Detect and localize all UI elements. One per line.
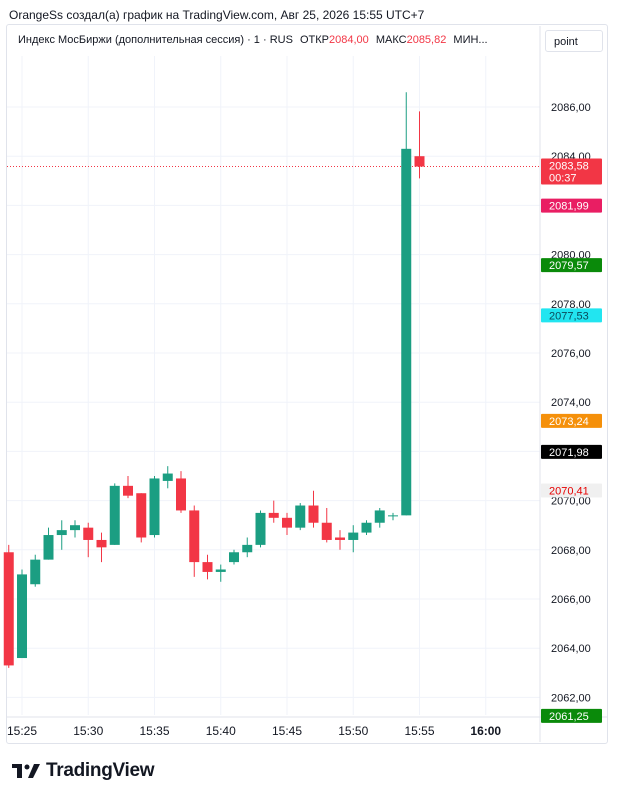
y-tick-label: 2076,00 <box>551 348 591 360</box>
price-label-text: 2070,41 <box>549 486 589 498</box>
price-label-countdown: 00:37 <box>549 173 577 185</box>
candle-body[interactable] <box>189 510 200 563</box>
y-tick-label: 2070,00 <box>551 496 591 508</box>
candle-body[interactable] <box>321 522 332 540</box>
candle-body[interactable] <box>96 539 107 548</box>
candle-body[interactable] <box>414 156 425 167</box>
y-tick-label: 2086,00 <box>551 102 591 114</box>
price-label-text: 2081,99 <box>549 201 589 213</box>
price-label-text: 2083,58 <box>549 161 589 173</box>
candle-body[interactable] <box>401 148 412 516</box>
tradingview-logo-icon <box>12 764 40 778</box>
y-tick-label: 2062,00 <box>551 692 591 704</box>
high-label: МАКС <box>375 34 407 46</box>
low-label: МИН... <box>453 34 488 46</box>
price-label-tag[interactable] <box>541 413 602 428</box>
x-tick-label: 15:50 <box>338 724 368 738</box>
candle-body[interactable] <box>255 512 266 545</box>
candle-body[interactable] <box>123 485 133 496</box>
logo-text: TradingView <box>46 760 155 781</box>
candle-body[interactable] <box>149 478 160 536</box>
price-label-tag[interactable] <box>541 444 602 459</box>
candle-body[interactable] <box>83 527 94 540</box>
price-label-text: 2073,24 <box>549 416 589 428</box>
x-tick-label: 15:45 <box>272 724 302 738</box>
y-tick-label: 2068,00 <box>551 545 591 557</box>
candle-body[interactable] <box>268 512 279 518</box>
x-tick-label: 15:35 <box>139 724 169 738</box>
candle-body[interactable] <box>56 530 67 536</box>
point-button[interactable]: point <box>545 30 603 52</box>
candle-body[interactable] <box>215 569 226 572</box>
candle-body[interactable] <box>388 515 398 517</box>
candle-body[interactable] <box>308 505 319 523</box>
candle-body[interactable] <box>176 478 186 511</box>
legend-header: Индекс МосБиржи (дополнительная сессия) … <box>18 34 488 46</box>
candle-body[interactable] <box>282 517 292 528</box>
high-value: 2085,82 <box>406 34 447 46</box>
open-value: 2084,00 <box>329 34 369 46</box>
x-tick-label: 15:40 <box>206 724 236 738</box>
candle-body[interactable] <box>70 525 80 531</box>
price-label-tag[interactable] <box>541 258 602 273</box>
candle-body[interactable] <box>17 574 27 659</box>
chart-caption: OrangeSs создал(а) график на TradingView… <box>9 8 425 22</box>
x-tick-label: 15:25 <box>7 724 37 738</box>
candle-body[interactable] <box>30 559 41 585</box>
candle-body[interactable] <box>136 493 147 538</box>
tradingview-logo[interactable]: TradingView <box>12 760 155 782</box>
candle-body[interactable] <box>242 544 253 553</box>
y-tick-label: 2064,00 <box>551 643 591 655</box>
price-label-tag[interactable] <box>541 198 602 213</box>
price-label-tag[interactable] <box>541 158 602 185</box>
price-label-tag[interactable] <box>541 483 602 498</box>
candle-body[interactable] <box>162 473 173 481</box>
symbol-label[interactable]: Индекс МосБиржи (дополнительная сессия) … <box>18 34 293 46</box>
price-label-text: 2071,98 <box>549 447 589 459</box>
candle-body[interactable] <box>229 552 239 563</box>
candle-body[interactable] <box>43 535 54 560</box>
price-label-tag[interactable] <box>541 708 602 723</box>
y-tick-label: 2078,00 <box>551 299 591 311</box>
candle-body[interactable] <box>348 532 359 540</box>
candle-body[interactable] <box>361 522 372 533</box>
y-tick-label: 2066,00 <box>551 594 591 606</box>
chart-frame <box>6 24 608 744</box>
x-tick-label: 15:30 <box>73 724 103 738</box>
y-tick-label: 2074,00 <box>551 397 591 409</box>
price-label-text: 2077,53 <box>549 310 589 322</box>
candle-body[interactable] <box>335 537 345 540</box>
price-label-tag[interactable] <box>541 308 602 323</box>
candle-body[interactable] <box>374 510 385 523</box>
x-tick-label: 16:00 <box>470 724 501 738</box>
candle-body[interactable] <box>295 505 306 528</box>
candle-body[interactable] <box>3 552 14 666</box>
candle-body[interactable] <box>109 485 120 545</box>
x-tick-label: 15:55 <box>404 724 434 738</box>
price-label-text: 2061,25 <box>549 711 589 723</box>
price-label-text: 2079,57 <box>549 260 589 272</box>
open-label: ОТКР <box>299 34 330 46</box>
candle-body[interactable] <box>202 562 213 572</box>
